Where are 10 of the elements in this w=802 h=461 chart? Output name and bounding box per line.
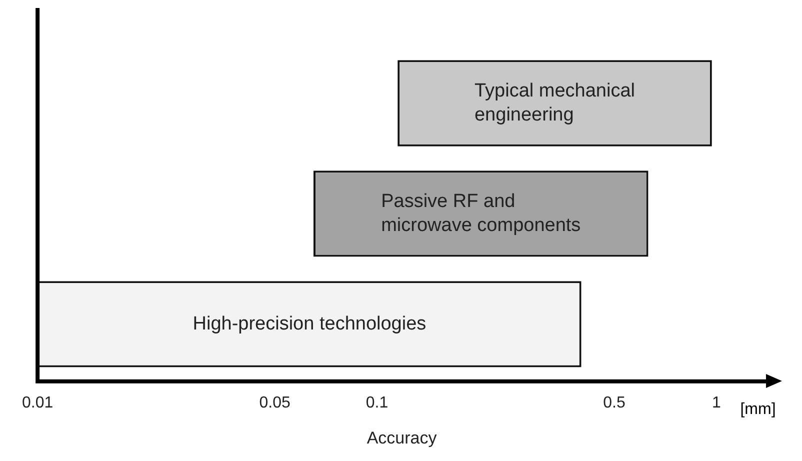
x-tick-label: 0.05: [259, 394, 290, 412]
x-tick-label: 0.01: [22, 394, 54, 412]
y-tick-label: High-precision technologies: [192, 313, 426, 334]
x-tick-label: 1: [712, 394, 721, 412]
x-axis-title: Accuracy: [366, 428, 438, 448]
text: [mm]: [740, 400, 776, 418]
x-tick-label: 0.1: [366, 394, 388, 412]
y-tick-label: Passive RF and microwave components: [381, 190, 581, 236]
y-tick-label: Typical mechanical engineering: [474, 80, 636, 126]
x-tick-label: 0.5: [603, 394, 626, 412]
